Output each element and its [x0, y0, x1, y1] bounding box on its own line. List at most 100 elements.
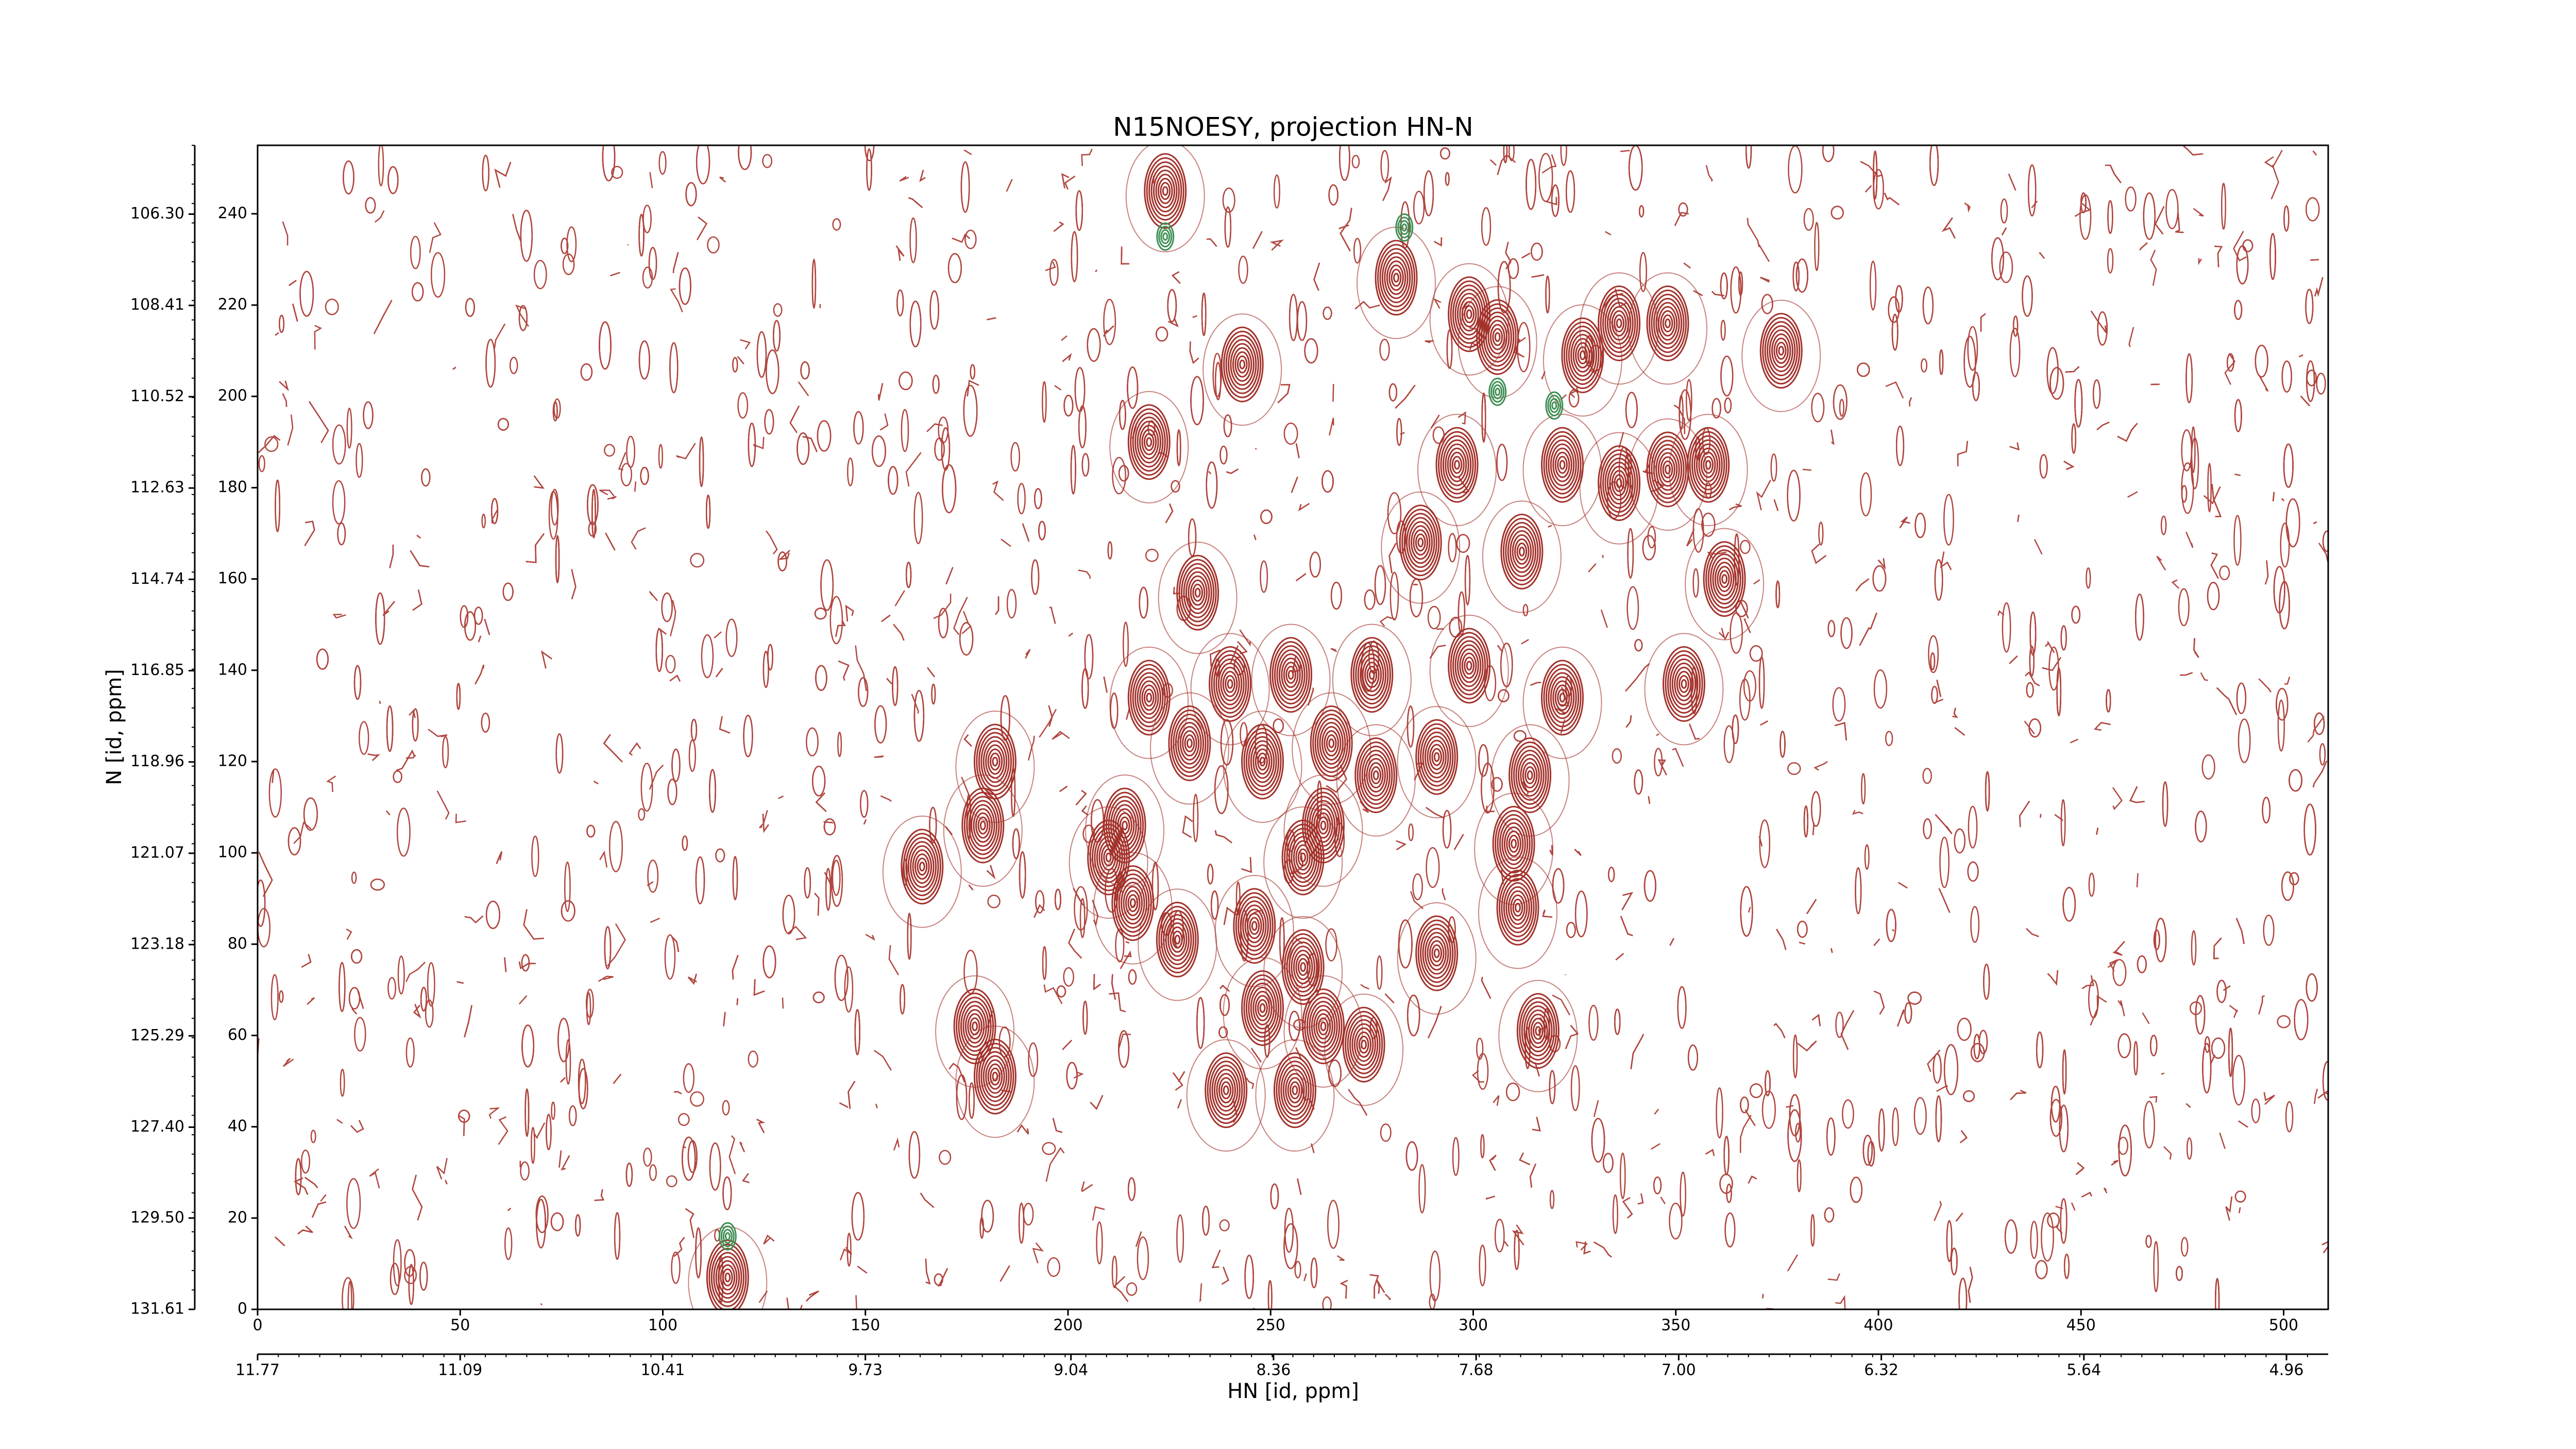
peak-contour	[1215, 658, 1245, 710]
noise-contour	[740, 339, 751, 350]
noise-contour	[2160, 515, 2167, 535]
noise-contour	[416, 534, 421, 539]
noise-contour	[1970, 906, 1980, 943]
noise-contour	[2004, 1219, 2018, 1254]
noise-contour	[2233, 230, 2247, 262]
peak-contour	[1182, 730, 1197, 757]
noise-contour	[1453, 834, 1464, 850]
noise-contour	[1406, 995, 1420, 1037]
peak-outer-contour	[1109, 646, 1189, 759]
noise-contour	[1973, 1034, 1980, 1059]
peak-contour	[1123, 886, 1143, 921]
peak-contour	[1321, 726, 1342, 761]
peak-contour	[1698, 447, 1718, 482]
noise-contour	[1638, 205, 1645, 217]
noise-contour	[412, 589, 422, 611]
noise-contour	[1898, 882, 1908, 889]
noise-contour	[2012, 315, 2019, 337]
noise-contour	[464, 1005, 472, 1038]
noise-contour	[1724, 1212, 1736, 1248]
noise-contour	[929, 290, 939, 330]
noise-contour	[748, 1050, 758, 1068]
noise-contour	[925, 1258, 931, 1285]
noise-contour	[367, 753, 380, 761]
noise-contour	[908, 1131, 921, 1179]
peak-contour	[1281, 658, 1301, 693]
peak-contour	[1518, 546, 1525, 557]
peak-contour	[1499, 818, 1529, 869]
noise-contour	[2027, 164, 2037, 217]
noise-contour	[1193, 794, 1199, 843]
noise-contour	[1939, 349, 1944, 375]
noise-contour	[1503, 145, 1508, 164]
noise-contour	[1255, 447, 1257, 450]
peak-contour	[1223, 330, 1262, 398]
noise-contour	[1656, 733, 1659, 736]
peak-contour	[980, 1051, 1010, 1102]
noise-contour	[1705, 165, 1713, 182]
noise-contour	[832, 860, 841, 896]
noise-contour	[1927, 1049, 1941, 1072]
peak-contour	[1111, 865, 1155, 941]
noise-contour	[591, 488, 596, 538]
noise-contour	[413, 1004, 421, 1019]
noise-contour	[1864, 844, 1870, 870]
noise-contour	[2185, 353, 2193, 403]
y2-tick-label: 112.63	[130, 479, 184, 497]
noise-contour	[1941, 217, 1956, 239]
noise-contour	[613, 1073, 622, 1084]
peak-contour	[1384, 256, 1409, 299]
peak	[1397, 902, 1477, 1015]
noise-contour	[490, 498, 499, 525]
noise-contour	[2255, 345, 2268, 378]
peak-contour	[1185, 571, 1210, 614]
noise-contour	[1776, 929, 1787, 950]
noise-contour	[2150, 249, 2157, 286]
noise-contour	[389, 544, 394, 568]
noise-contour	[1612, 748, 1622, 764]
noise-contour	[1518, 337, 1526, 343]
peak-contour	[1489, 324, 1505, 350]
noise-contour	[1283, 423, 1298, 445]
peak-contour	[1665, 464, 1671, 475]
noise-contour	[1338, 224, 1349, 229]
noise-contour	[1173, 587, 1180, 595]
peak-contour	[1662, 314, 1673, 332]
peak-contour	[1478, 303, 1517, 371]
noise-contour	[287, 827, 301, 856]
peak-contour	[1255, 995, 1270, 1021]
noise-contour	[1223, 414, 1232, 437]
peak-contour	[1379, 248, 1413, 308]
peak-contour	[1377, 244, 1416, 312]
noise-contour	[2277, 699, 2285, 752]
noise-contour	[1496, 444, 1508, 481]
peak-contour	[1669, 658, 1699, 710]
noise-contour	[1980, 313, 1986, 332]
noise-contour	[1442, 888, 1446, 901]
noise-contour	[1095, 269, 1097, 273]
noise-contour	[534, 1122, 546, 1139]
noise-contour	[523, 909, 544, 940]
noise-contour	[1201, 292, 1207, 336]
peak-outer-contour	[1644, 633, 1724, 746]
peak-contour	[1183, 567, 1212, 618]
peak-contour	[1509, 737, 1552, 814]
peak-contour	[1146, 693, 1153, 703]
noise-contour	[719, 176, 726, 183]
noise-contour	[574, 1214, 581, 1237]
axes: 0 50 100 150 200 250 300 350 400 450 5000204060801…	[130, 144, 2329, 1379]
noise-contour	[1218, 1026, 1228, 1039]
peak-contour	[724, 1232, 731, 1241]
noise-contour	[555, 535, 560, 584]
noise-contour	[431, 252, 446, 298]
noise-contour	[1726, 1183, 1732, 1203]
noise-contour	[412, 1174, 423, 1221]
noise-contour	[1758, 836, 1763, 847]
noise-contour	[1526, 159, 1537, 210]
peak-contour	[978, 1047, 1012, 1106]
peak-contour	[1570, 334, 1595, 377]
noise-contour	[855, 645, 867, 691]
noise-contour	[773, 303, 783, 317]
noise-contour	[1541, 154, 1557, 174]
peak-contour	[715, 1256, 740, 1299]
